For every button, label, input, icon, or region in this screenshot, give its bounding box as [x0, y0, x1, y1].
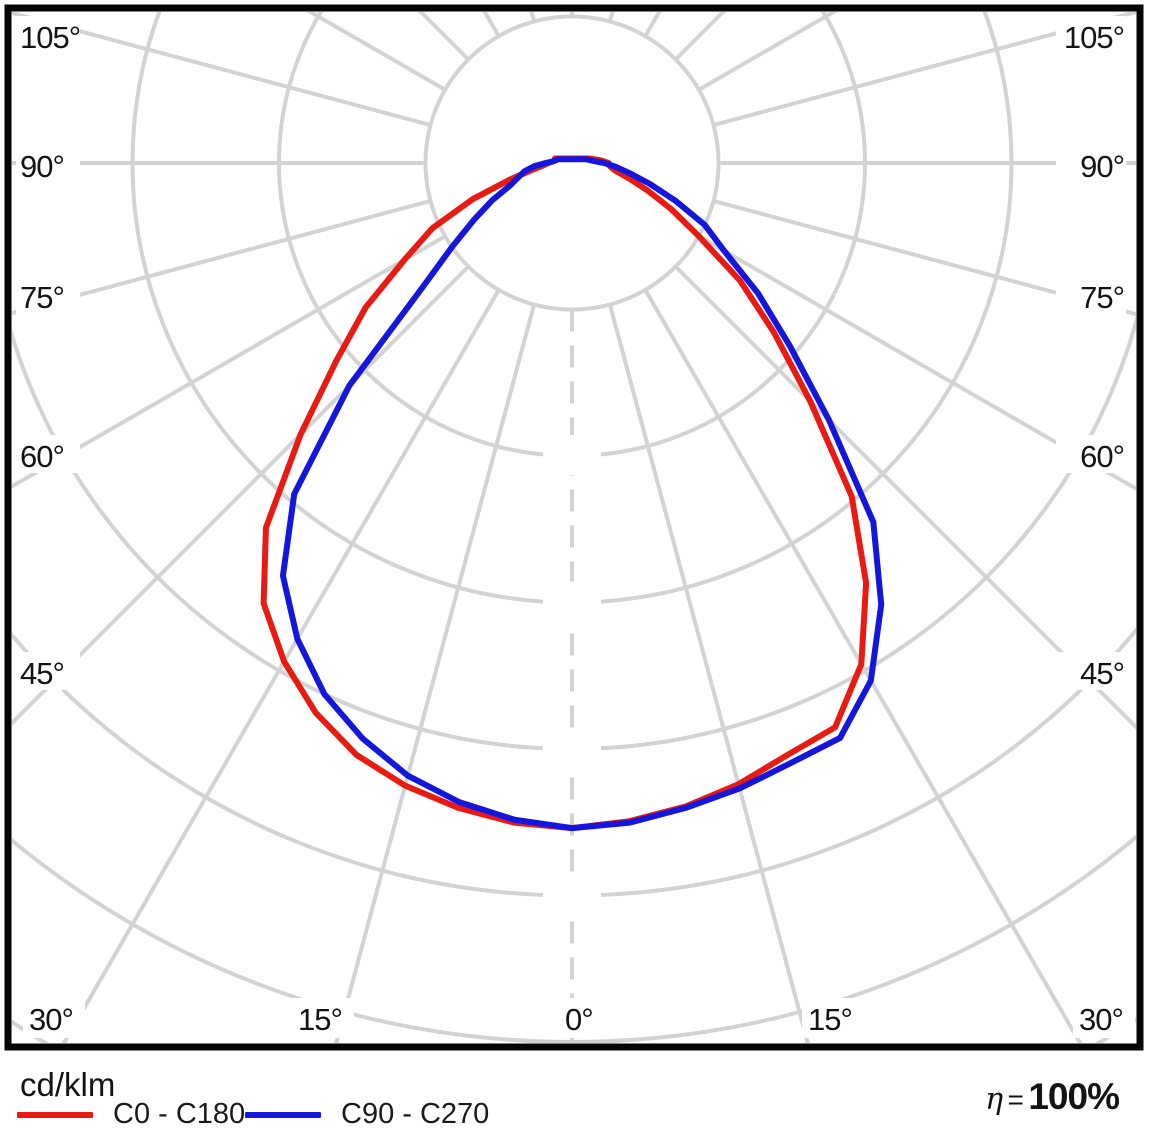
angle-label-right-90: 90° — [1080, 149, 1124, 184]
legend-label-c0-c180: C0 - C180 — [113, 1098, 246, 1130]
angle-label-right-105: 105° — [1064, 20, 1124, 55]
angle-label-bottom-0: 0° — [565, 1002, 593, 1037]
angle-labels: 105° 90° 75° 60° 45° 105° 90° 75° 60° 45… — [20, 20, 1125, 1037]
eta-equals: = — [1007, 1084, 1024, 1115]
angle-label-bottom-30l: 30° — [29, 1002, 73, 1037]
legend-item-c0-c180: C0 - C180 — [17, 1098, 245, 1131]
angle-label-bottom-15r: 15° — [808, 1002, 852, 1037]
angle-label-left-75: 75° — [20, 280, 64, 315]
efficiency-label: η = 100% — [985, 1076, 1120, 1118]
angle-label-right-75: 75° — [1080, 280, 1124, 315]
angle-label-bottom-30r: 30° — [1079, 1002, 1123, 1037]
radial-unit-label: cd/klm — [20, 1066, 116, 1103]
angle-label-left-45: 45° — [20, 656, 64, 691]
legend-swatch-c0-c180 — [17, 1111, 93, 1118]
intensity-curves — [260, 155, 885, 832]
eta-symbol: η — [985, 1082, 1004, 1117]
angle-label-left-60: 60° — [20, 439, 64, 474]
angle-label-gaps — [16, 16, 1135, 1038]
angle-label-right-60: 60° — [1080, 439, 1124, 474]
chart-footer: cd/klm C0 - C180 C90 - C270 η = 100% — [0, 1052, 1164, 1140]
legend: C0 - C180 C90 - C270 — [0, 1098, 1164, 1132]
legend-swatch-c90-c270 — [245, 1111, 321, 1118]
angle-label-right-45: 45° — [1080, 656, 1124, 691]
angle-label-bottom-15l: 15° — [298, 1002, 342, 1037]
angle-label-left-105: 105° — [20, 20, 80, 55]
plot-border — [4, 4, 1144, 1051]
legend-label-c90-c270: C90 - C270 — [341, 1098, 490, 1130]
angle-label-left-90: 90° — [20, 149, 64, 184]
legend-item-c90-c270: C90 - C270 — [245, 1098, 489, 1131]
eta-value: 100% — [1028, 1076, 1120, 1117]
